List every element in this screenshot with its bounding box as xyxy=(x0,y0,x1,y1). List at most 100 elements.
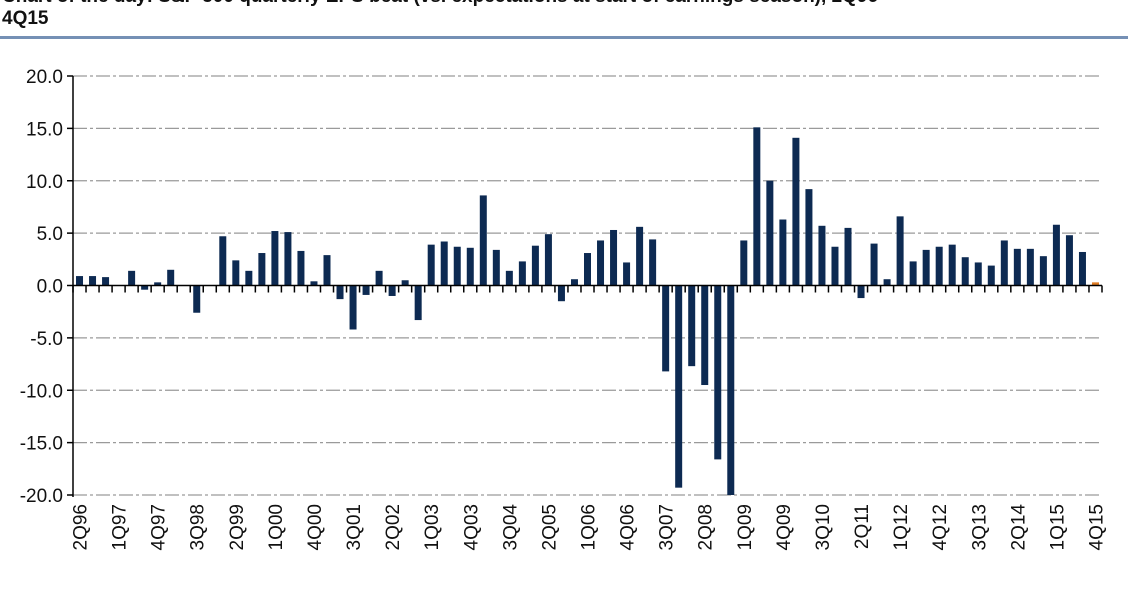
bar-1Q11 xyxy=(844,227,852,286)
bar-2Q06 xyxy=(597,240,605,286)
x-tick-label: 4Q06 xyxy=(618,504,639,550)
x-tick-label: 1Q97 xyxy=(110,504,131,550)
bar-4Q10 xyxy=(831,246,839,286)
bar-1Q02 xyxy=(375,270,383,286)
x-tick-label: 1Q12 xyxy=(891,504,912,550)
bar-2Q14 xyxy=(1013,248,1021,286)
bar-2Q15 xyxy=(1065,235,1073,286)
bar-4Q05 xyxy=(570,279,578,286)
bar-2Q09 xyxy=(753,127,761,286)
x-tick-label: 1Q06 xyxy=(579,504,600,550)
bar-1Q12 xyxy=(896,216,904,286)
x-tick-label: 2Q99 xyxy=(227,504,248,550)
bar-3Q14 xyxy=(1026,248,1034,286)
bar-4Q00 xyxy=(310,281,318,286)
bar-1Q08 xyxy=(688,285,696,367)
bar-1Q05 xyxy=(531,245,539,286)
x-tick-label: 2Q96 xyxy=(71,504,92,550)
bar-2Q08 xyxy=(701,285,709,386)
bar-3Q02 xyxy=(401,280,409,286)
bar-3Q03 xyxy=(453,246,461,286)
bar-4Q02 xyxy=(414,285,422,321)
y-tick-label: -10.0 xyxy=(20,381,63,402)
x-tick-label: 3Q07 xyxy=(657,504,678,550)
bar-1Q04 xyxy=(479,195,487,286)
bar-3Q07 xyxy=(662,285,670,372)
x-tick-label: 4Q09 xyxy=(774,504,795,550)
bar-4Q08 xyxy=(727,285,735,495)
x-tick-label: 2Q11 xyxy=(852,504,873,549)
bar-4Q99 xyxy=(258,253,266,286)
bar-1Q99 xyxy=(219,236,227,286)
x-tick-label: 1Q00 xyxy=(266,504,287,550)
bar-4Q06 xyxy=(623,262,631,286)
x-tick-label: 3Q10 xyxy=(813,504,834,550)
bar-1Q10 xyxy=(792,137,800,286)
y-tick-label: 5.0 xyxy=(37,224,63,245)
bar-1Q00 xyxy=(271,231,279,286)
bar-3Q12 xyxy=(922,249,930,286)
y-tick-label: -20.0 xyxy=(20,486,63,507)
bar-3Q06 xyxy=(610,229,618,286)
title-divider xyxy=(0,36,1128,39)
x-tick-label: 2Q14 xyxy=(1008,504,1029,551)
bar-2Q10 xyxy=(805,189,813,286)
bar-2Q97 xyxy=(128,270,136,286)
x-tick-label: 4Q12 xyxy=(930,504,951,550)
bar-4Q14 xyxy=(1039,256,1047,286)
bar-2Q07 xyxy=(649,239,657,286)
bar-2Q12 xyxy=(909,261,917,286)
bar-2Q04 xyxy=(492,249,500,286)
y-tick-label: 15.0 xyxy=(26,119,63,140)
bar-3Q04 xyxy=(505,270,513,286)
bar-4Q03 xyxy=(466,247,474,286)
bar-4Q12 xyxy=(935,246,943,286)
x-tick-label: 3Q13 xyxy=(969,504,990,550)
bar-2Q03 xyxy=(440,241,448,286)
bar-4Q04 xyxy=(518,261,526,286)
bar-1Q15 xyxy=(1052,224,1060,286)
bar-2Q01 xyxy=(336,285,344,300)
bar-2Q02 xyxy=(388,285,396,296)
y-tick-label: -15.0 xyxy=(20,434,63,455)
bar-3Q05 xyxy=(557,285,565,302)
bar-2Q05 xyxy=(544,234,552,286)
bar-2Q11 xyxy=(857,285,865,299)
bar-1Q07 xyxy=(636,226,644,286)
bar-1Q06 xyxy=(584,253,591,286)
bar-1Q01 xyxy=(323,255,331,286)
bar-3Q99 xyxy=(245,270,253,286)
x-tick-label: 1Q03 xyxy=(422,504,443,550)
y-tick-label: 10.0 xyxy=(26,172,63,193)
bar-2Q13 xyxy=(961,257,969,286)
bar-1Q98 xyxy=(167,269,175,286)
bar-3Q01 xyxy=(349,285,357,330)
bar-3Q98 xyxy=(193,285,201,313)
x-tick-label: 4Q00 xyxy=(305,504,326,550)
bar-4Q97 xyxy=(154,282,162,286)
bar-3Q09 xyxy=(766,180,774,286)
x-tick-label: 3Q01 xyxy=(344,504,365,550)
bar-2Q00 xyxy=(284,232,292,286)
x-tick-label: 2Q02 xyxy=(383,504,404,550)
bar-4Q07 xyxy=(675,285,683,488)
chart-title-line1: Chart of the day: S&P 500 quarterly EPS … xyxy=(2,0,890,8)
bar-3Q08 xyxy=(714,285,722,460)
bar-1Q03 xyxy=(427,244,435,286)
bar-4Q96 xyxy=(102,277,110,286)
bar-3Q97 xyxy=(141,285,149,290)
bar-3Q00 xyxy=(297,250,305,286)
bar-1Q13 xyxy=(948,244,956,286)
bar-4Q11 xyxy=(883,279,891,286)
chart-title: Chart of the day: S&P 500 quarterly EPS … xyxy=(2,0,890,30)
x-tick-label: 1Q15 xyxy=(1047,504,1068,550)
bar-4Q09 xyxy=(779,219,787,286)
y-tick-label: -5.0 xyxy=(30,329,63,350)
bar-1Q14 xyxy=(1000,240,1008,286)
y-tick-label: 20.0 xyxy=(26,67,63,88)
bar-1Q09 xyxy=(740,240,748,286)
bar-3Q13 xyxy=(974,262,982,286)
chart-title-line2: 4Q15 xyxy=(2,8,49,29)
bar-3Q10 xyxy=(818,225,826,286)
bar-3Q15 xyxy=(1078,251,1086,286)
